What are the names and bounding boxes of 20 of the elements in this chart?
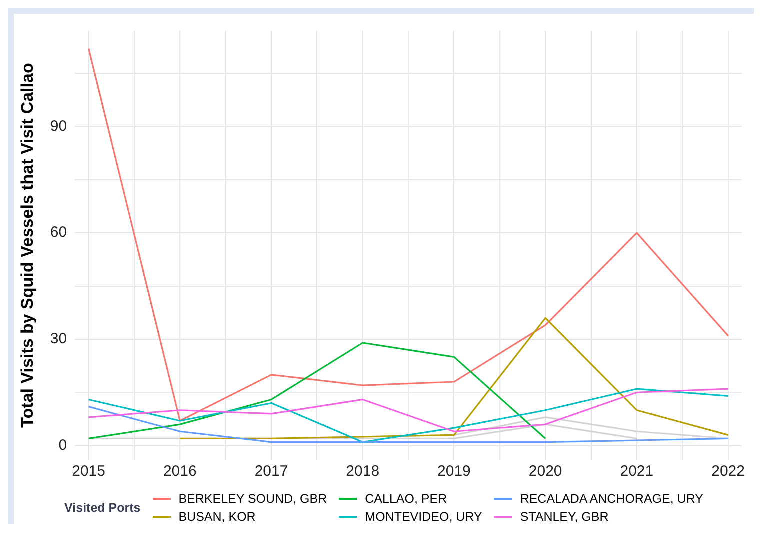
legend-label: RECALADA ANCHORAGE, URY (520, 492, 704, 506)
legend-label: MONTEVIDEO, URY (365, 510, 482, 524)
x-tick-label: 2022 (712, 463, 745, 480)
legend-label: BERKELEY SOUND, GBR (178, 492, 328, 506)
x-tick-label: 2019 (438, 463, 471, 480)
legend-label: CALLAO, PER (365, 492, 448, 506)
x-tick-label: 2016 (163, 463, 197, 480)
x-tick-label: 2017 (254, 463, 288, 480)
x-tick-label: 2020 (528, 463, 562, 480)
legend-title: Visited Ports (64, 501, 141, 515)
y-axis-title: Total Visits by Squid Vessels that Visit Callao (18, 63, 37, 428)
legend-label: BUSAN, KOR (178, 510, 256, 524)
x-tick-label: 2015 (72, 463, 106, 480)
y-tick-label: 60 (50, 224, 68, 242)
y-tick-label: 0 (58, 436, 68, 454)
y-tick-label: 30 (50, 330, 68, 348)
legend-label: STANLEY, GBR (520, 510, 609, 524)
y-tick-label: 90 (50, 118, 68, 135)
x-tick-label: 2018 (346, 463, 380, 480)
x-tick-label: 2021 (620, 463, 654, 480)
